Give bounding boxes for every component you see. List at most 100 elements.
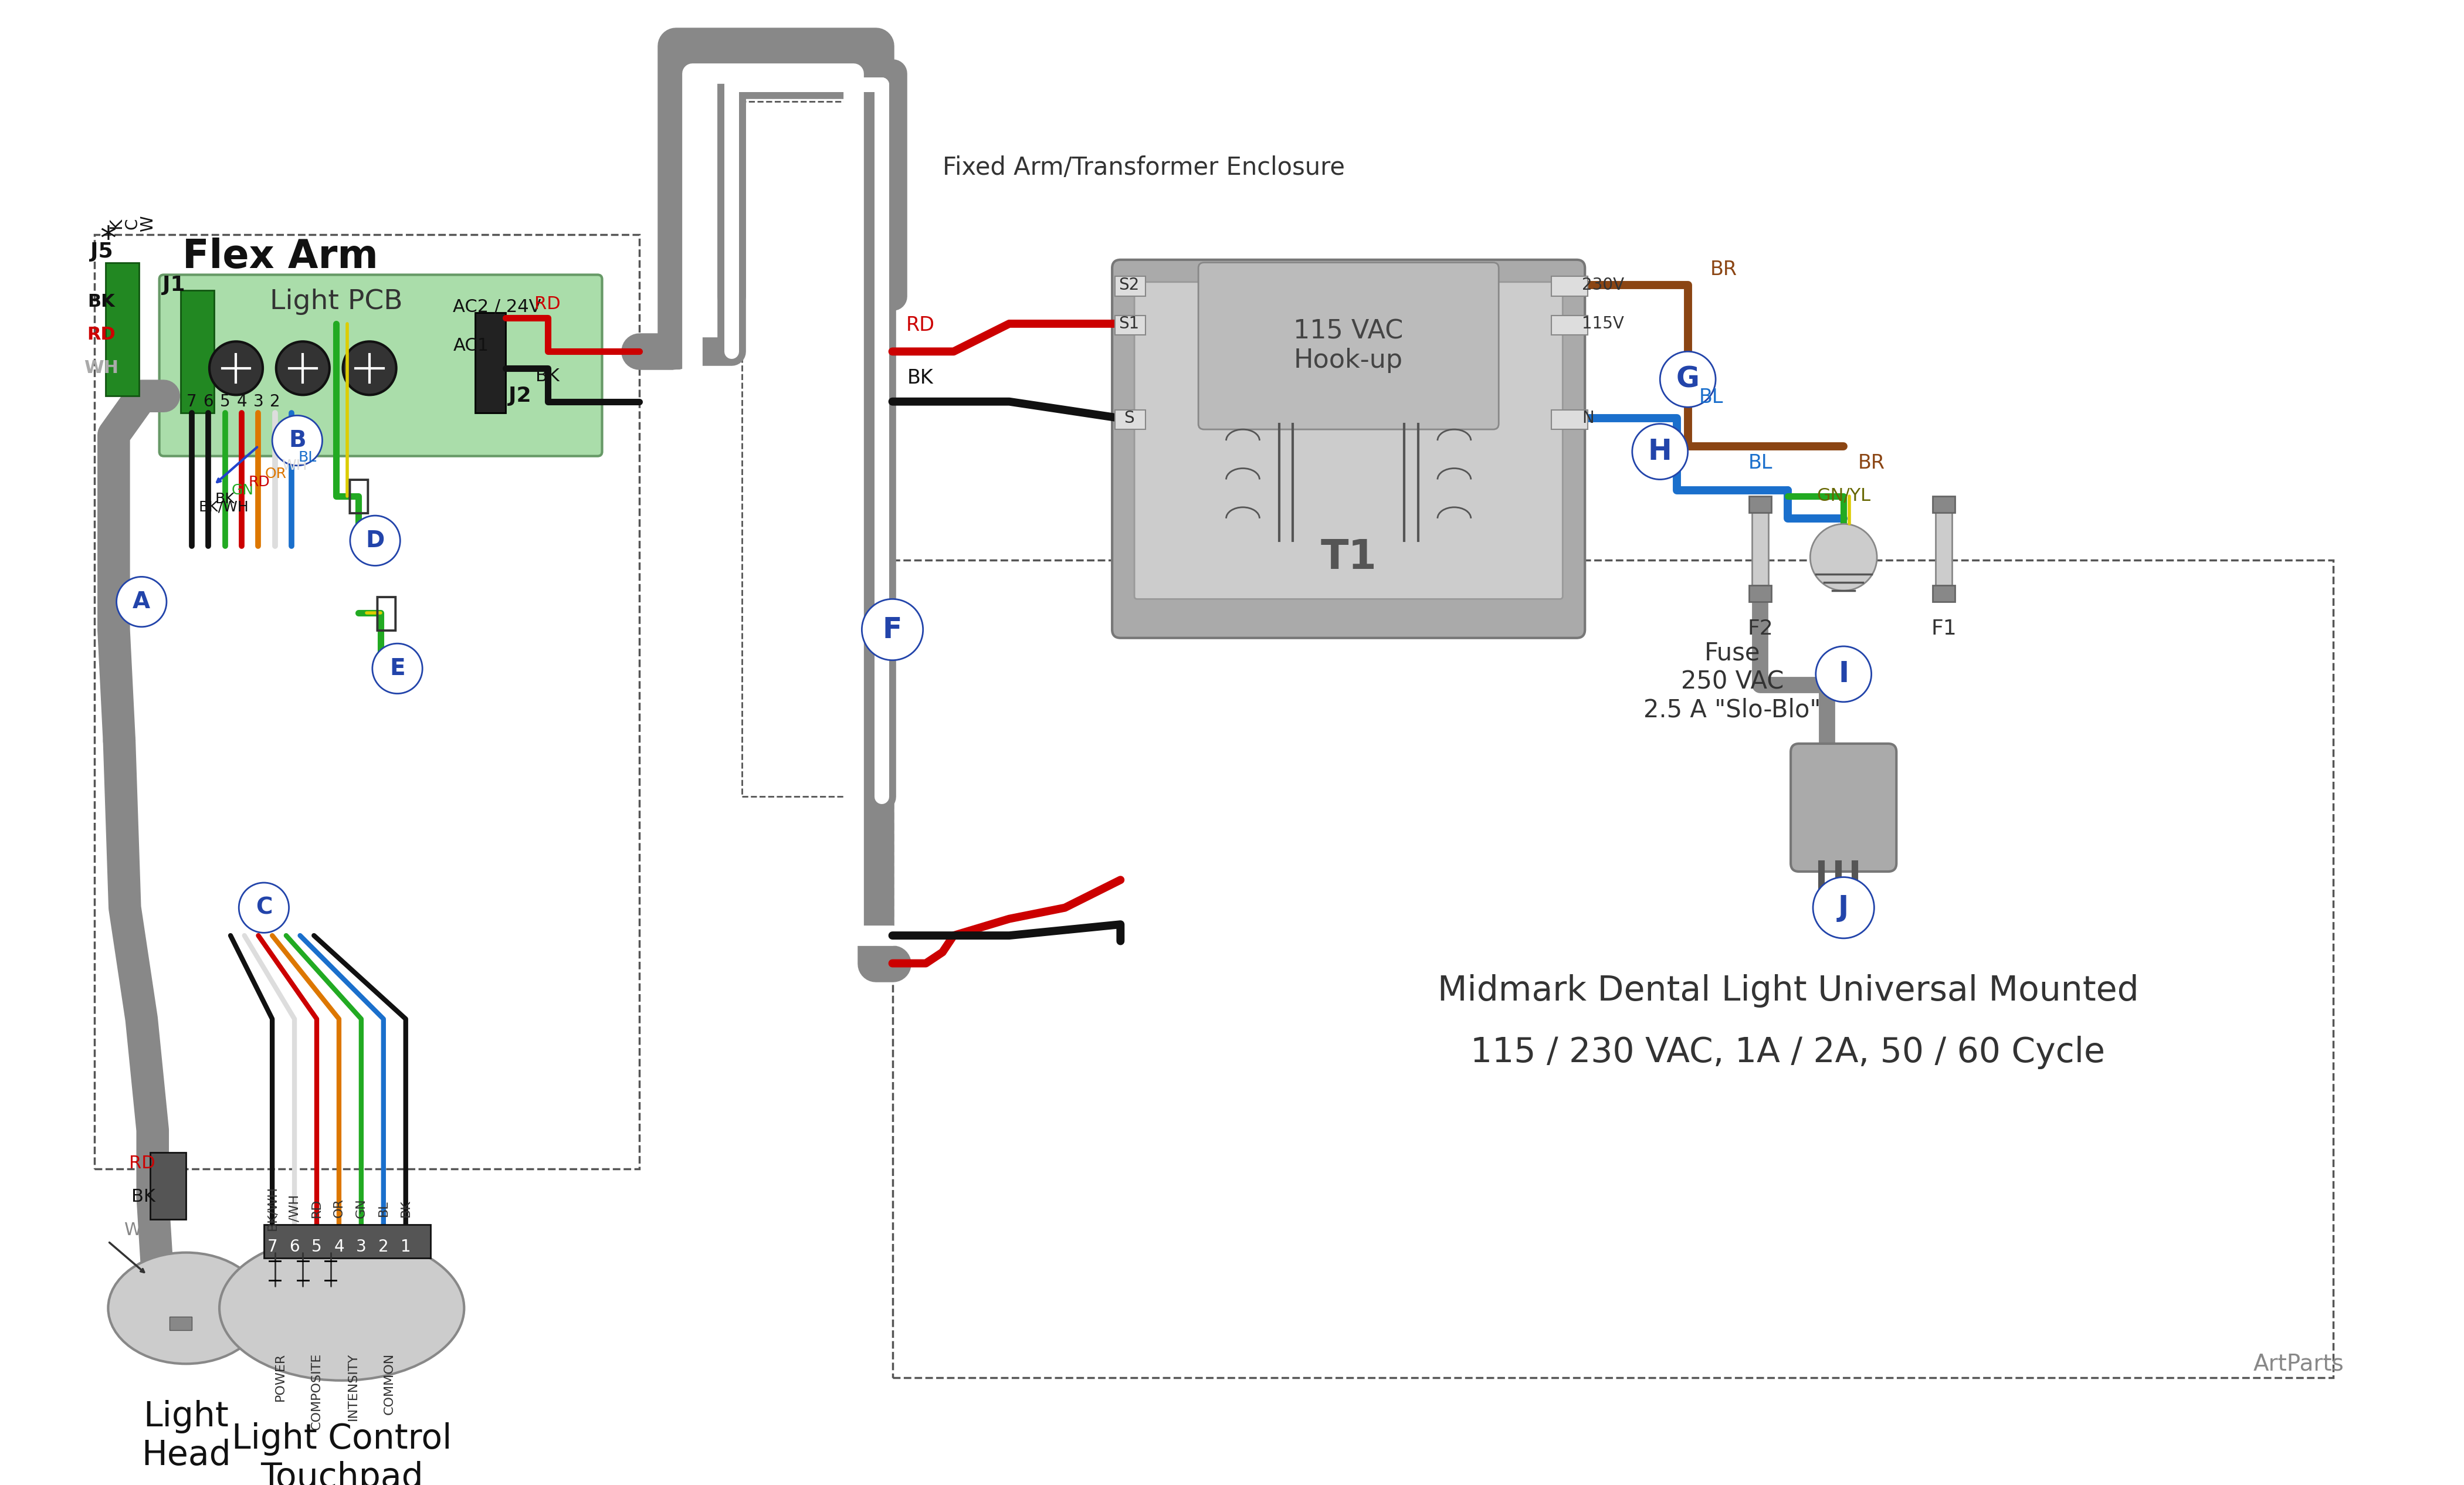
Text: D: D — [365, 530, 384, 552]
Circle shape — [116, 576, 168, 627]
Bar — [1932, 496, 1954, 512]
Text: RD: RD — [535, 296, 562, 312]
Text: BK: BK — [131, 1188, 155, 1206]
Text: J1: J1 — [163, 275, 185, 294]
Text: GN/YL: GN/YL — [1816, 487, 1870, 505]
Bar — [1114, 276, 1146, 296]
Text: /WH: /WH — [288, 1194, 301, 1222]
Text: OR: OR — [333, 1198, 345, 1218]
Text: OR: OR — [266, 466, 286, 481]
Text: WH: WH — [123, 1222, 155, 1238]
Circle shape — [271, 416, 323, 465]
Text: S1: S1 — [1119, 315, 1138, 333]
Text: W: W — [140, 215, 155, 232]
Text: BK: BK — [535, 368, 559, 385]
Circle shape — [1631, 423, 1688, 480]
FancyBboxPatch shape — [150, 1152, 185, 1219]
Text: ⏚: ⏚ — [375, 594, 399, 633]
Text: BK: BK — [907, 368, 934, 388]
Text: A: A — [133, 591, 150, 613]
Text: ArtParts: ArtParts — [2255, 1353, 2343, 1375]
Text: BK: BK — [214, 492, 234, 506]
Text: AC2 / 24V: AC2 / 24V — [453, 298, 542, 315]
Text: ⏚: ⏚ — [347, 477, 370, 515]
Text: S: S — [1124, 410, 1133, 426]
Text: C: C — [256, 897, 271, 919]
Text: RD: RD — [249, 475, 271, 489]
FancyBboxPatch shape — [1111, 260, 1584, 639]
Text: E: E — [389, 658, 404, 680]
Text: 115V: 115V — [1582, 315, 1624, 333]
Text: BK: BK — [399, 1200, 411, 1216]
Text: T1: T1 — [1321, 538, 1377, 578]
Text: 1: 1 — [402, 1238, 411, 1255]
Ellipse shape — [108, 1252, 264, 1363]
Text: 4: 4 — [237, 394, 246, 410]
Circle shape — [1661, 352, 1715, 407]
FancyBboxPatch shape — [1198, 263, 1498, 429]
Text: J: J — [1838, 894, 1848, 922]
Text: 115 VAC
Hook-up: 115 VAC Hook-up — [1294, 319, 1404, 373]
Text: 115 / 230 VAC, 1A / 2A, 50 / 60 Cycle: 115 / 230 VAC, 1A / 2A, 50 / 60 Cycle — [1471, 1035, 2104, 1069]
FancyBboxPatch shape — [476, 312, 505, 413]
Text: K: K — [108, 218, 126, 229]
Text: Fixed Arm/Transformer Enclosure: Fixed Arm/Transformer Enclosure — [944, 156, 1345, 180]
Text: 2: 2 — [379, 1238, 389, 1255]
Text: BL: BL — [1747, 453, 1772, 472]
Text: 5: 5 — [310, 1238, 323, 1255]
Bar — [170, 1317, 192, 1331]
Circle shape — [372, 643, 421, 693]
Text: COMMON: COMMON — [384, 1353, 394, 1414]
Bar — [1114, 410, 1146, 429]
Text: BK: BK — [89, 293, 116, 310]
Text: S2: S2 — [1119, 276, 1138, 293]
Text: F: F — [882, 616, 902, 643]
Text: INTENSITY: INTENSITY — [347, 1353, 360, 1420]
Text: Light
Head: Light Head — [140, 1400, 232, 1472]
Text: Light Control
Touchpad: Light Control Touchpad — [232, 1423, 451, 1485]
Text: BR: BR — [1710, 260, 1737, 279]
Text: Fuse
250 VAC
2.5 A "Slo-Blo": Fuse 250 VAC 2.5 A "Slo-Blo" — [1643, 640, 1821, 722]
Text: I: I — [1838, 659, 1848, 688]
Text: H: H — [1648, 438, 1673, 466]
Text: WH: WH — [281, 459, 308, 472]
Text: F1: F1 — [1932, 618, 1956, 639]
Text: RD: RD — [128, 1155, 155, 1172]
Text: G: G — [1676, 365, 1700, 394]
Circle shape — [862, 598, 924, 661]
Text: POWER: POWER — [274, 1353, 286, 1400]
Text: BL: BL — [1700, 388, 1722, 407]
Circle shape — [276, 342, 330, 395]
Text: 7: 7 — [266, 1238, 278, 1255]
Text: BK/WH: BK/WH — [266, 1185, 278, 1231]
Text: BK/WH: BK/WH — [197, 500, 249, 514]
Text: B: B — [288, 429, 306, 451]
Text: BL: BL — [298, 450, 318, 465]
Bar — [1749, 496, 1772, 512]
Circle shape — [1811, 524, 1878, 591]
Text: Light PCB: Light PCB — [269, 288, 402, 315]
Text: COMPOSITE: COMPOSITE — [310, 1353, 323, 1430]
Circle shape — [209, 342, 264, 395]
Text: 2: 2 — [271, 394, 281, 410]
Bar — [1552, 410, 1587, 429]
Text: J2: J2 — [508, 386, 532, 405]
Text: 230V: 230V — [1582, 276, 1624, 293]
Bar — [1114, 315, 1146, 334]
FancyBboxPatch shape — [180, 291, 214, 413]
Text: BR: BR — [1858, 453, 1885, 472]
FancyBboxPatch shape — [160, 275, 601, 456]
Bar — [1552, 276, 1587, 296]
Text: 3: 3 — [355, 1238, 367, 1255]
FancyBboxPatch shape — [1791, 744, 1897, 872]
Circle shape — [239, 882, 288, 933]
Circle shape — [350, 515, 399, 566]
Text: 6: 6 — [202, 394, 214, 410]
Bar — [1752, 508, 1769, 585]
Text: Flex Arm: Flex Arm — [182, 238, 379, 276]
Text: 3: 3 — [254, 394, 264, 410]
Bar — [1934, 508, 1951, 585]
Text: GN: GN — [232, 484, 254, 497]
Text: J5: J5 — [91, 242, 113, 261]
Text: F2: F2 — [1747, 618, 1774, 639]
